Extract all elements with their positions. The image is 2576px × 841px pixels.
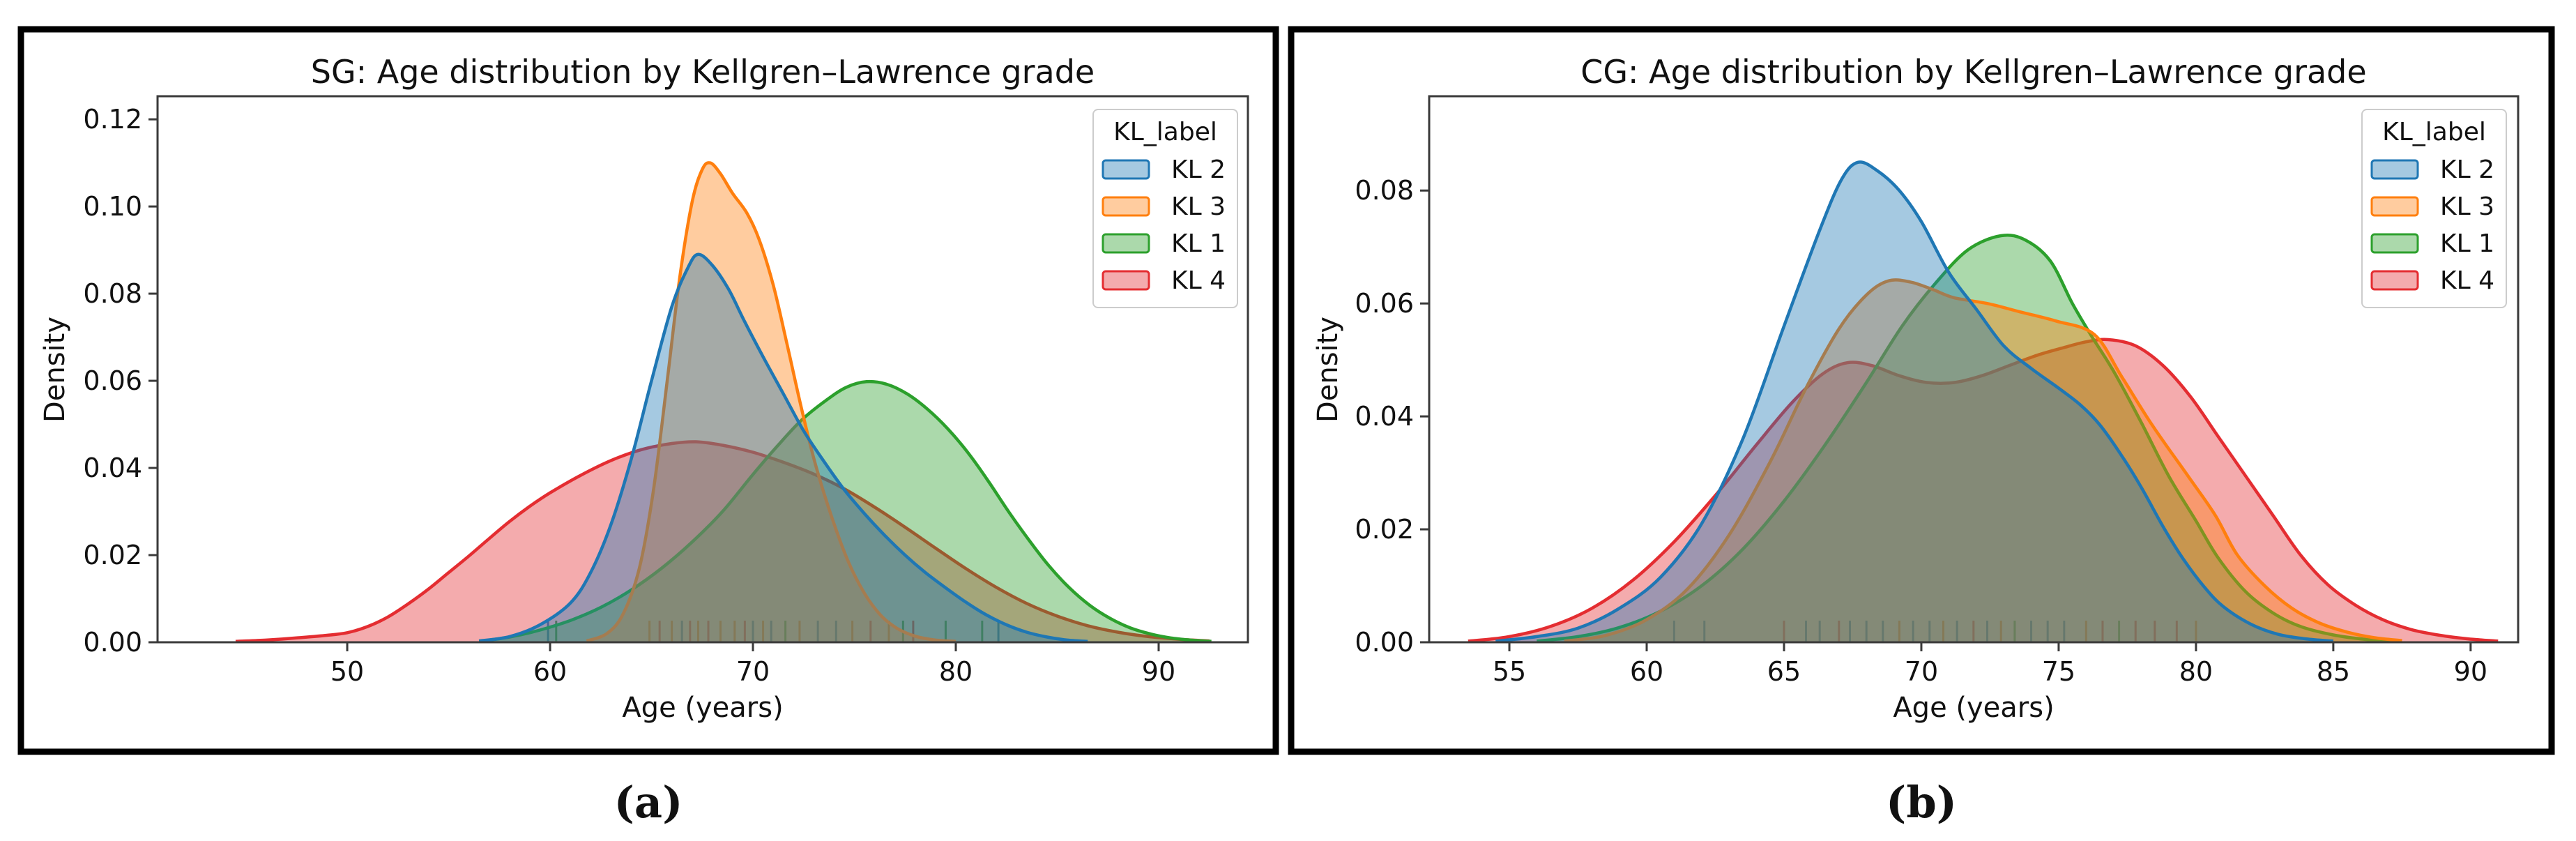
y-axis-cg: 0.00 0.02 0.04 0.06 0.08 bbox=[1355, 175, 1429, 658]
legend-sg: KL_label KL 2 KL 3 KL 1 KL 4 bbox=[1092, 109, 1238, 308]
x-tick-label: 70 bbox=[736, 656, 770, 687]
rug-marks bbox=[547, 621, 1000, 642]
x-tick-label: 50 bbox=[330, 656, 364, 687]
kde-fill-kl-1-sg bbox=[479, 381, 1212, 642]
panel-a: 50 60 70 80 90 0.00 0.02 0.04 0.06 0.08 0.10 0.12 KL… bbox=[17, 26, 1279, 755]
panel-b-title: CG: Age distribution by Kellgren–Lawrenc… bbox=[1580, 53, 2366, 91]
y-axis-sg: 0.00 0.02 0.04 0.06 0.08 0.10 0.12 bbox=[83, 104, 158, 658]
legend-box bbox=[2361, 109, 2507, 308]
axes-spines-sg bbox=[156, 95, 1249, 644]
plot-area-sg bbox=[235, 161, 1212, 642]
x-tick-label: 65 bbox=[1767, 656, 1801, 687]
x-tick-label: 90 bbox=[1142, 656, 1175, 687]
x-tick-label: 55 bbox=[1493, 656, 1526, 687]
kde-fill-kl-2-cg bbox=[1495, 162, 2333, 642]
x-tick-label: 80 bbox=[2179, 656, 2213, 687]
legend-label-kl-4: KL 4 bbox=[2440, 266, 2494, 295]
y-tick-label: 0.04 bbox=[83, 453, 142, 483]
legend-swatch-kl-3 bbox=[2370, 196, 2419, 217]
rug-marks bbox=[1672, 621, 2197, 642]
kde-fill-kl-3-cg bbox=[1564, 280, 2402, 642]
kde-curve-kl-2-sg bbox=[478, 252, 1088, 642]
legend-label-kl-3: KL 3 bbox=[2440, 192, 2494, 221]
plot-area-cg bbox=[1468, 160, 2499, 642]
x-tick-label: 75 bbox=[2042, 656, 2075, 687]
panel-b-ylabel: Density bbox=[1312, 317, 1344, 423]
legend-cg: KL_label KL 2 KL 3 KL 1 KL 4 bbox=[2361, 109, 2507, 308]
x-axis-sg: 50 60 70 80 90 bbox=[330, 642, 1175, 687]
y-tick-label: 0.06 bbox=[83, 365, 142, 396]
legend-label-kl-2: KL 2 bbox=[1171, 156, 1226, 184]
x-tick-label: 90 bbox=[2454, 656, 2487, 687]
panel-a-title: SG: Age distribution by Kellgren–Lawrenc… bbox=[311, 53, 1095, 91]
kde-curve-kl-1-cg bbox=[1537, 233, 2394, 642]
legend-label-kl-3: KL 3 bbox=[1171, 192, 1226, 221]
axes-spines-cg bbox=[1428, 95, 2520, 644]
legend-label-kl-1: KL 1 bbox=[1171, 229, 1226, 258]
legend-label-kl-2: KL 2 bbox=[2440, 156, 2494, 184]
y-tick-label: 0.04 bbox=[1355, 401, 1414, 432]
legend-box bbox=[1092, 109, 1238, 308]
legend-swatch-kl-3 bbox=[1102, 196, 1150, 217]
kde-curve-kl-2-cg bbox=[1495, 160, 2334, 642]
x-tick-label: 85 bbox=[2317, 656, 2350, 687]
y-tick-label: 0.12 bbox=[83, 104, 142, 135]
y-tick-label: 0.06 bbox=[1355, 288, 1414, 319]
x-tick-label: 60 bbox=[1630, 656, 1663, 687]
x-axis-cg: 55 60 65 70 75 80 85 90 bbox=[1493, 642, 2487, 687]
legend-swatch-kl-2 bbox=[2370, 159, 2419, 180]
legend-title: KL_label bbox=[1113, 118, 1217, 146]
x-tick-label: 70 bbox=[1905, 656, 1938, 687]
kde-fill-kl-3-sg bbox=[586, 162, 956, 642]
legend-title: KL_label bbox=[2382, 118, 2486, 146]
legend-swatch-kl-2 bbox=[1102, 159, 1150, 180]
legend-swatch-kl-4 bbox=[1102, 270, 1150, 291]
y-tick-label: 0.10 bbox=[83, 191, 142, 222]
y-tick-label: 0.08 bbox=[1355, 175, 1414, 206]
legend-label-kl-1: KL 1 bbox=[2440, 229, 2494, 258]
kde-fill-kl-4-sg bbox=[236, 441, 1210, 642]
chart-render-root: 50 60 70 80 90 0.00 0.02 0.04 0.06 0.08 0.10 0.12 KL… bbox=[17, 26, 2555, 755]
panel-b-xlabel: Age (years) bbox=[1893, 692, 2054, 724]
legend-swatch-kl-1 bbox=[1102, 233, 1150, 254]
x-tick-label: 60 bbox=[533, 656, 567, 687]
kde-fill-kl-2-sg bbox=[479, 254, 1088, 642]
x-tick-label: 80 bbox=[939, 656, 973, 687]
panel-a-ylabel: Density bbox=[39, 317, 71, 423]
legend-swatch-kl-4 bbox=[2370, 270, 2419, 291]
caption-b: (b) bbox=[1886, 777, 1957, 828]
caption-a: (a) bbox=[614, 777, 683, 828]
legend-swatch-kl-1 bbox=[2370, 233, 2419, 254]
y-tick-label: 0.00 bbox=[1355, 627, 1414, 658]
y-tick-label: 0.08 bbox=[83, 278, 142, 309]
y-tick-label: 0.02 bbox=[83, 540, 142, 570]
panel-a-xlabel: Age (years) bbox=[622, 692, 783, 724]
y-tick-label: 0.02 bbox=[1355, 514, 1414, 545]
kde-curve-kl-3-cg bbox=[1564, 278, 2402, 642]
panel-b: 55 60 65 70 75 80 85 90 0.00 0.02 0.04 0.06 0.08 KL_l… bbox=[1288, 26, 2555, 755]
legend-label-kl-4: KL 4 bbox=[1171, 266, 1226, 295]
kde-curve-kl-4-cg bbox=[1468, 338, 2499, 642]
y-tick-label: 0.00 bbox=[83, 627, 142, 658]
kde-curve-kl-3-sg bbox=[586, 161, 957, 642]
kde-curve-kl-4-sg bbox=[235, 440, 1210, 642]
